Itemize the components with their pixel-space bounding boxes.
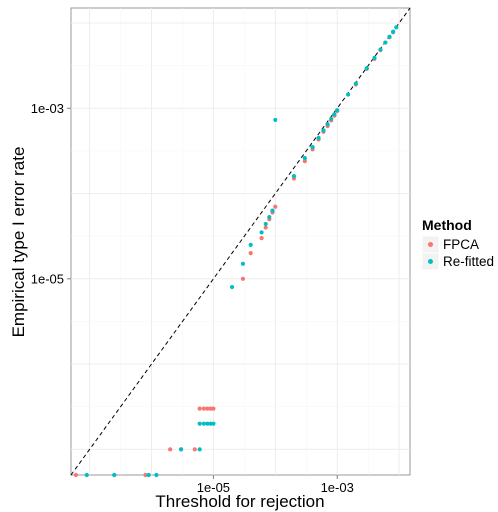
point-re-fitted bbox=[329, 116, 334, 122]
point-fpca bbox=[263, 225, 268, 230]
point-re-fitted bbox=[391, 29, 396, 34]
point-re-fitted bbox=[259, 230, 264, 235]
y-tick-label: 1e-05 bbox=[31, 271, 64, 286]
point-re-fitted bbox=[211, 421, 216, 426]
point-re-fitted bbox=[383, 40, 388, 45]
point-re-fitted bbox=[240, 261, 246, 266]
point-re-fitted bbox=[310, 145, 315, 150]
point-fpca bbox=[302, 159, 307, 164]
point-re-fitted bbox=[273, 117, 278, 123]
point-fpca bbox=[143, 472, 148, 478]
point-re-fitted bbox=[197, 447, 202, 452]
point-re-fitted bbox=[154, 472, 159, 478]
y-tick-label: 1e-03 bbox=[31, 101, 64, 116]
x-tick-label: 1e-05 bbox=[197, 480, 230, 495]
point-re-fitted bbox=[321, 128, 326, 133]
point-re-fitted bbox=[205, 421, 210, 426]
point-fpca bbox=[240, 276, 246, 281]
point-fpca bbox=[259, 236, 264, 241]
point-fpca bbox=[73, 472, 79, 478]
point-re-fitted bbox=[291, 174, 297, 179]
point-re-fitted bbox=[325, 122, 330, 127]
reference-line-y-equals-x bbox=[70, 7, 411, 476]
point-fpca bbox=[273, 204, 278, 209]
data-points bbox=[73, 25, 399, 478]
point-re-fitted bbox=[197, 421, 202, 426]
point-re-fitted bbox=[364, 66, 369, 71]
point-fpca bbox=[197, 406, 202, 411]
point-re-fitted bbox=[372, 55, 377, 60]
point-re-fitted bbox=[335, 108, 340, 113]
point-re-fitted bbox=[263, 221, 268, 227]
point-re-fitted bbox=[353, 81, 358, 86]
point-re-fitted bbox=[146, 472, 151, 478]
axis-ticks: 1e-05 1e-03 1e-05 1e-03 bbox=[31, 101, 354, 495]
point-fpca bbox=[205, 406, 210, 411]
legend: Method FPCA Re-fitted bbox=[421, 217, 494, 271]
point-re-fitted bbox=[332, 112, 337, 117]
x-tick-label: 1e-03 bbox=[321, 480, 354, 495]
y-axis-title: Empirical type I error rate bbox=[9, 147, 28, 338]
legend-title: Method bbox=[422, 217, 472, 233]
point-re-fitted bbox=[267, 214, 272, 220]
point-re-fitted bbox=[387, 34, 392, 39]
legend-marker-re-fitted bbox=[428, 259, 433, 264]
point-re-fitted bbox=[316, 135, 321, 140]
point-re-fitted bbox=[84, 472, 89, 478]
point-fpca bbox=[211, 406, 216, 411]
legend-label-fpca: FPCA bbox=[443, 237, 479, 252]
point-fpca bbox=[192, 447, 197, 452]
point-re-fitted bbox=[229, 284, 235, 290]
point-re-fitted bbox=[270, 208, 275, 213]
point-re-fitted bbox=[378, 47, 383, 52]
point-fpca bbox=[201, 406, 206, 411]
point-re-fitted bbox=[248, 242, 253, 247]
grid-lines bbox=[71, 8, 410, 475]
point-re-fitted bbox=[346, 92, 351, 97]
legend-label-re-fitted: Re-fitted bbox=[443, 254, 494, 269]
point-re-fitted bbox=[178, 447, 184, 452]
point-re-fitted bbox=[302, 156, 307, 161]
point-re-fitted bbox=[201, 421, 206, 426]
point-fpca bbox=[248, 251, 253, 256]
point-re-fitted bbox=[394, 25, 399, 30]
legend-marker-fpca bbox=[428, 242, 433, 247]
point-fpca bbox=[168, 447, 173, 452]
point-re-fitted bbox=[112, 472, 117, 478]
x-axis-title: Threshold for rejection bbox=[155, 492, 324, 511]
